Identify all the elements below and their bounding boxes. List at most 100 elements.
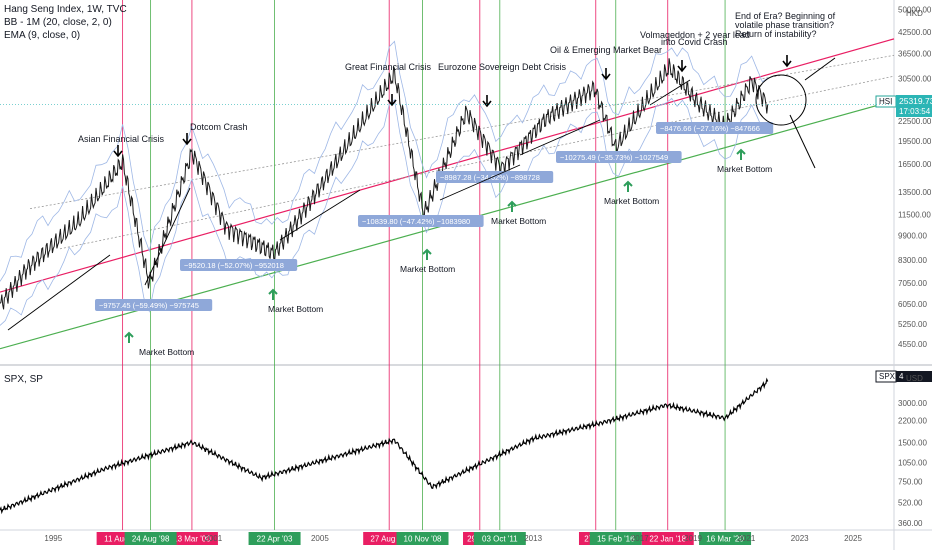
event-annotation: Return of instability?	[735, 29, 817, 39]
trend-arrow	[439, 164, 521, 201]
drawdown-box	[180, 259, 298, 271]
x-tick-label: 1995	[44, 534, 62, 543]
hsi-tag: HSI	[879, 97, 892, 106]
red-date-label: 11 Aug '97	[104, 535, 142, 544]
drawdown-label: −8476.66 (−27.16%) −847666	[660, 124, 760, 133]
y-tick-label: 22500.00	[898, 117, 932, 126]
drawdown-box	[656, 122, 774, 134]
x-tick-label: 2005	[311, 534, 329, 543]
green-date-label: 03 Oct '11	[482, 535, 518, 544]
x-tick-label: 2025	[844, 534, 862, 543]
legend-symbol[interactable]: Hang Seng Index, 1W, TVC	[4, 4, 127, 15]
drawdown-label: −10275.49 (−35.73%) −1027549	[560, 153, 668, 162]
y-tick-label: 8300.00	[898, 256, 927, 265]
market-bottom-label: Market Bottom	[400, 264, 455, 274]
y-tick-label: 4550.00	[898, 340, 927, 349]
crisis-top-arrow	[601, 68, 611, 81]
market-bottom-arrow	[736, 148, 746, 160]
green-date-label: 15 Feb '16	[597, 535, 635, 544]
crisis-top-arrow	[677, 60, 687, 73]
spx-line-series	[0, 377, 769, 515]
spx-price-series	[0, 377, 769, 515]
spx-price: 4	[899, 372, 904, 381]
y-tick-label: 36500.00	[898, 49, 932, 58]
spx-y-tick-label: 2200.00	[898, 417, 927, 426]
legend-spx[interactable]: SPX, SP	[4, 374, 43, 385]
green-date-tag	[589, 532, 642, 545]
y-tick-label: 13500.00	[898, 188, 932, 197]
legend-bb[interactable]: BB - 1M (20, close, 2, 0)	[4, 17, 112, 28]
x-tick-label: 2017	[631, 534, 649, 543]
bollinger-bands	[0, 40, 768, 326]
projection-down-arrow	[789, 114, 816, 169]
spx-tag: SPX	[879, 372, 896, 381]
green-date-label: 16 Mar '20	[706, 535, 744, 544]
red-date-tag	[641, 532, 694, 545]
spx-legend: SPX, SP	[4, 373, 43, 386]
red-date-label: 27 Aug '07	[370, 535, 408, 544]
hsi-price-box	[896, 95, 932, 117]
x-tick-label: 2013	[524, 534, 542, 543]
red-date-label: 13 Mar '00	[173, 535, 211, 544]
crisis-top-arrow	[182, 133, 192, 146]
price-axes: 50000.0042500.0036500.0030500.0026500.00…	[0, 5, 932, 528]
bb-upper	[0, 40, 768, 282]
x-tick-label: 2019	[684, 534, 702, 543]
event-annotation: into Covid Crash	[661, 37, 728, 47]
spx-y-tick-label: 360.00	[898, 519, 923, 528]
event-annotation: volatile phase transition?	[735, 20, 834, 30]
market-bottom-label: Market Bottom	[604, 196, 659, 206]
hsi-countdown: 17:03:54	[899, 107, 931, 116]
y-tick-label: 42500.00	[898, 28, 932, 37]
legend-ema[interactable]: EMA (9, close, 0)	[4, 30, 81, 41]
spx-price-box	[896, 371, 932, 382]
red-date-label: 22 Jan '18	[649, 535, 686, 544]
market-bottom-label: Market Bottom	[139, 347, 194, 357]
drawdown-label: −9757.45 (−59.49%) −975745	[99, 301, 199, 310]
spx-y-tick-label: 3000.00	[898, 399, 927, 408]
x-tick-label: 2021	[737, 534, 755, 543]
spx-y-tick-label: 1500.00	[898, 438, 927, 447]
spx-y-tick-label: 1050.00	[898, 459, 927, 468]
y-tick-label: 50000.00	[898, 5, 932, 14]
event-annotation: Great Financial Crisis	[345, 62, 432, 72]
drawdown-label: −8987.28 (−34.62%) −898728	[440, 173, 540, 182]
event-annotation: Oil & Emerging Market Bear	[550, 45, 662, 55]
market-bottom-label: Market Bottom	[491, 216, 546, 226]
market-bottom-arrow	[623, 180, 633, 192]
event-annotation: Eurozone Sovereign Debt Crisis	[438, 62, 567, 72]
trend-arrow	[649, 79, 691, 106]
hsi-price-series	[0, 58, 769, 310]
annotations: Asian Financial Crisis Dotcom Crash Great …	[7, 11, 836, 357]
green-date-tag	[396, 532, 449, 545]
spx-y-tick-label: 750.00	[898, 478, 923, 487]
drawdown-box	[556, 151, 682, 163]
y-tick-label: 9900.00	[898, 232, 927, 241]
market-bottom-label: Market Bottom	[717, 164, 772, 174]
x-tick-label: 2023	[791, 534, 809, 543]
green-date-label: 10 Nov '08	[404, 535, 443, 544]
currency-bottom: USD	[906, 374, 923, 383]
green-date-label: 22 Apr '03	[257, 535, 293, 544]
drawdown-box	[436, 171, 554, 183]
green-date-tag	[124, 532, 177, 545]
drawdown-box	[95, 299, 213, 311]
currency-top: HKD	[906, 9, 923, 18]
y-tick-label: 5250.00	[898, 320, 927, 329]
green-date-tag	[248, 532, 301, 545]
y-tick-label: 19500.00	[898, 137, 932, 146]
y-tick-label: 16500.00	[898, 160, 932, 169]
time-axis: 1995 2001 2005 2013 2017 2019 2021 2023 2025	[44, 534, 862, 543]
green-date-tag	[473, 532, 526, 545]
projection-up-arrow	[804, 57, 836, 81]
y-tick-label: 6050.00	[898, 300, 927, 309]
crisis-top-arrow	[782, 55, 792, 68]
chart-legend: Hang Seng Index, 1W, TVC BB - 1M (20, cl…	[4, 3, 127, 42]
drawdown-label: −10839.80 (−47.42%) −1083980	[362, 217, 470, 226]
spx-y-tick-label: 520.00	[898, 498, 923, 507]
crisis-top-arrow	[113, 145, 123, 158]
mid-channel-line-2	[59, 75, 895, 250]
